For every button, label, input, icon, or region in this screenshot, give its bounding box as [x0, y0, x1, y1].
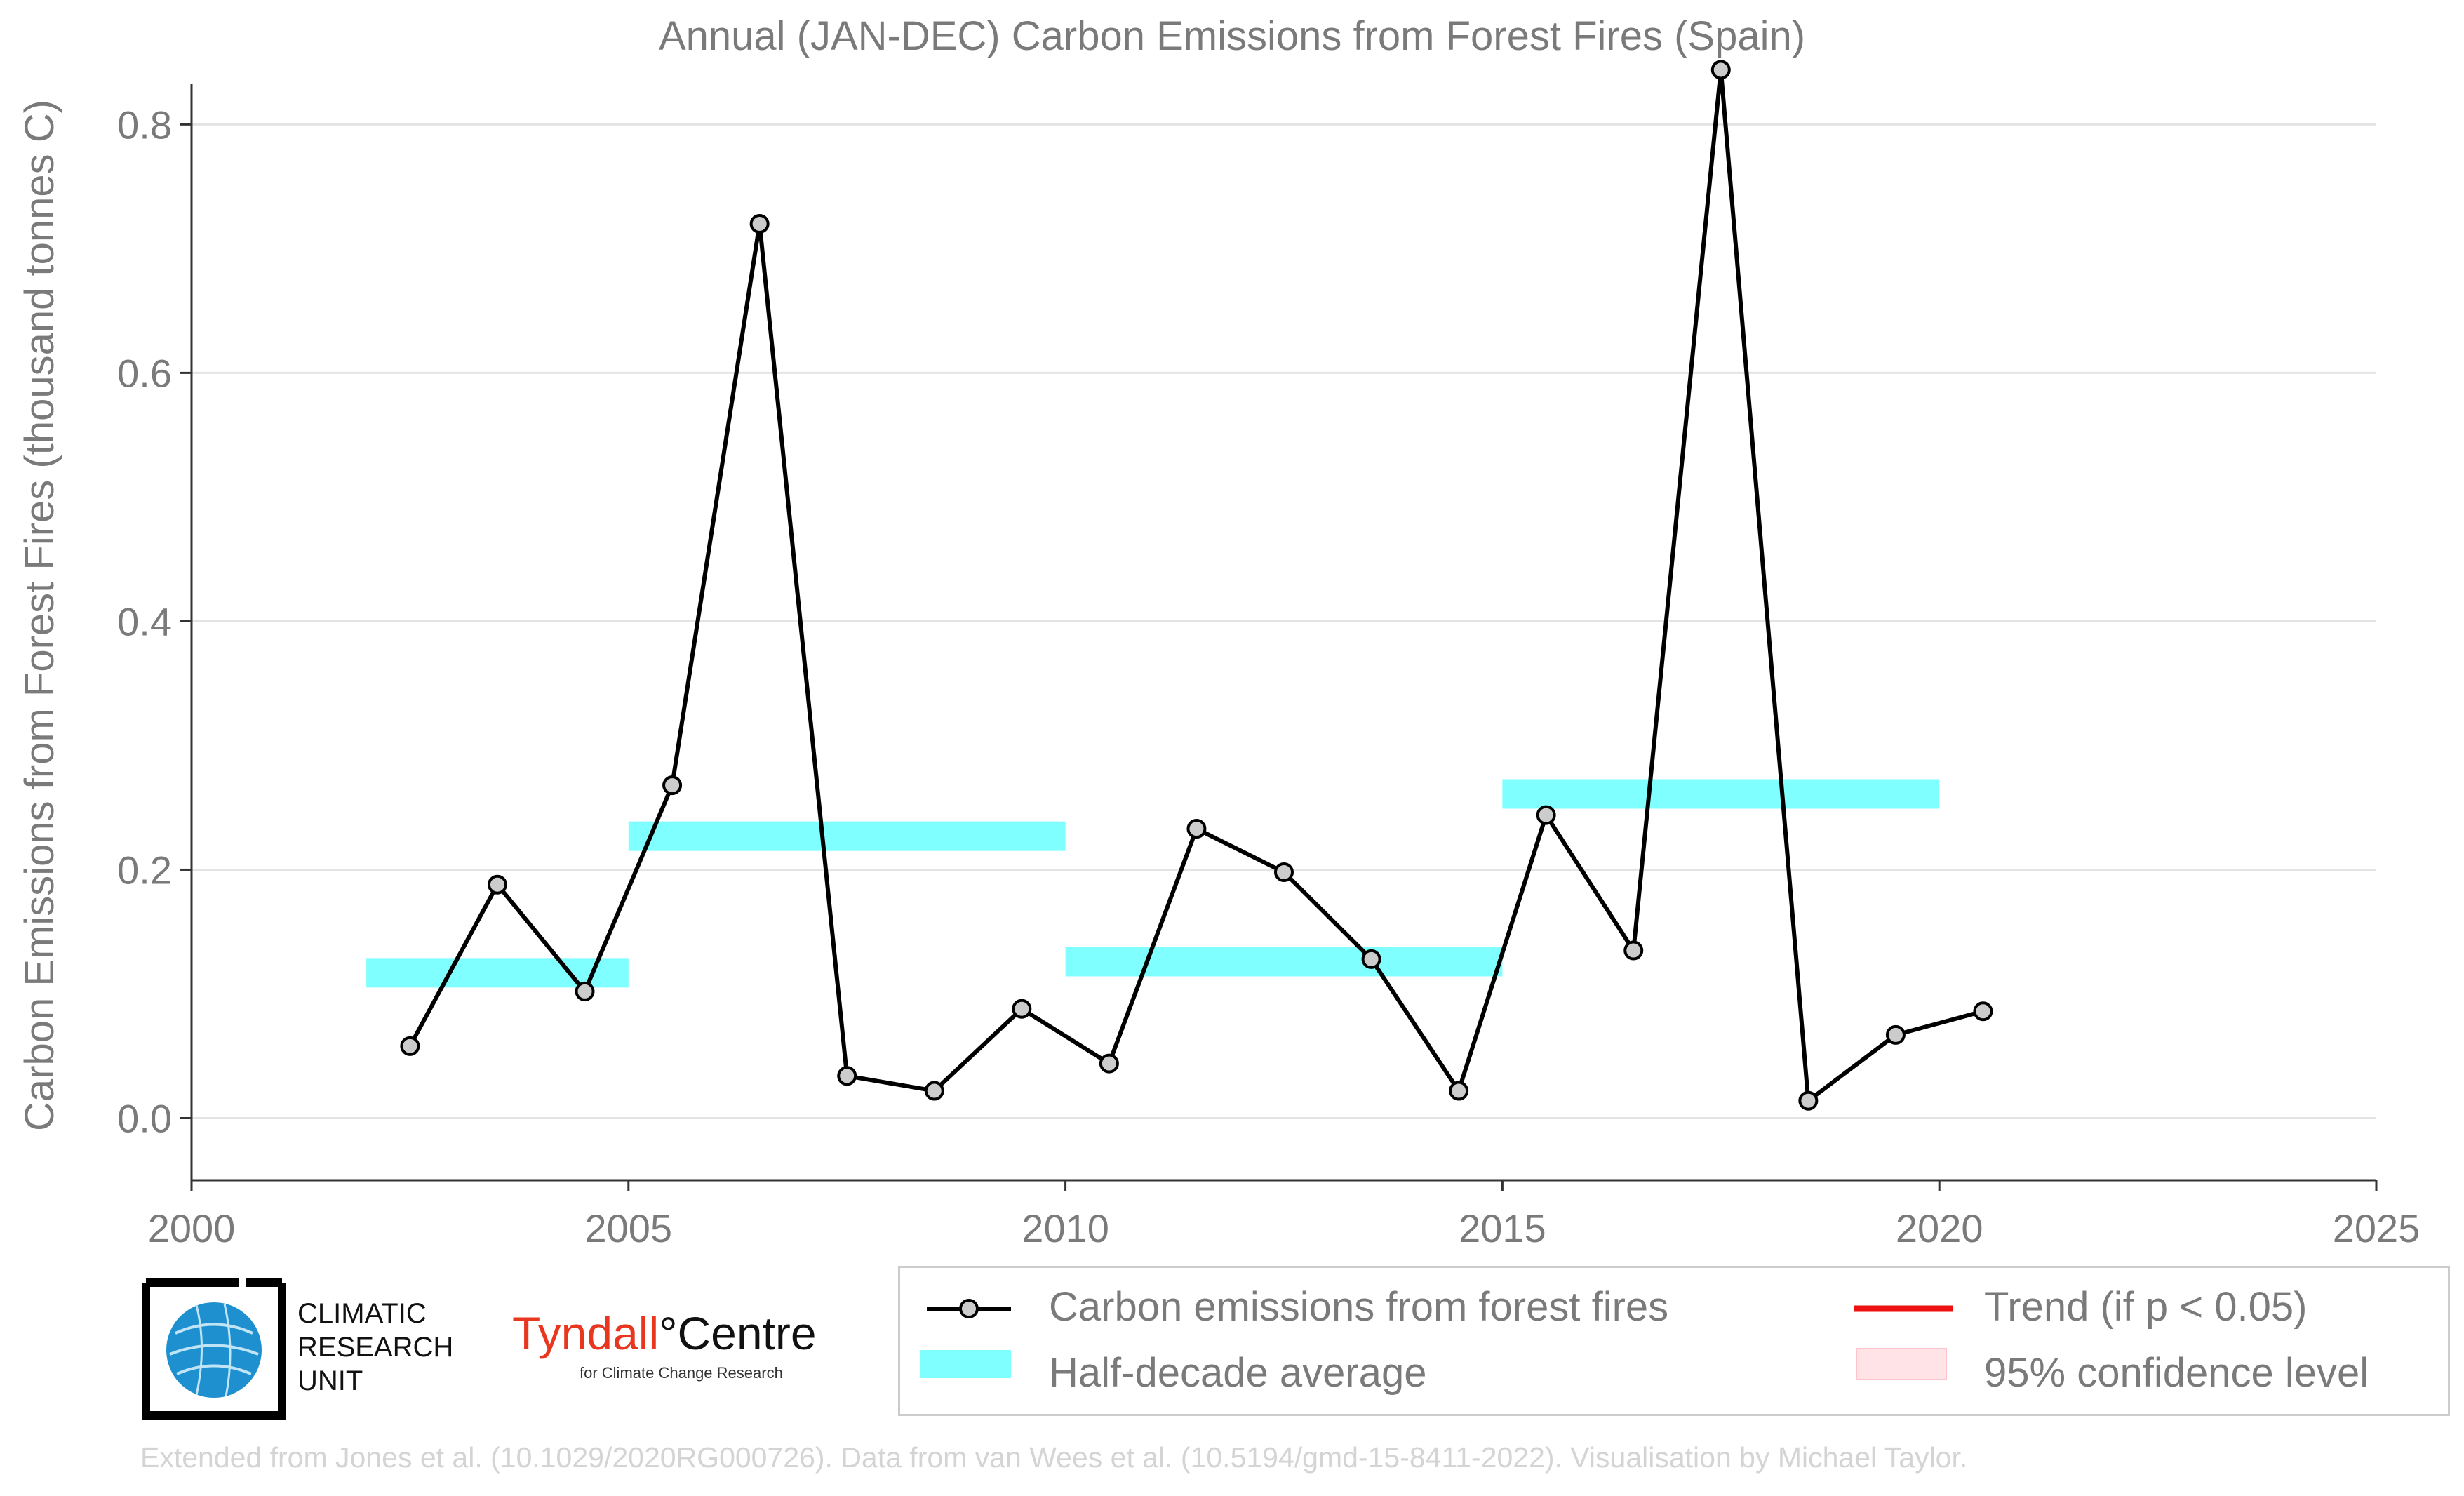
legend-label-series: Carbon emissions from forest fires	[1049, 1284, 1669, 1330]
data-point	[1449, 1081, 1469, 1101]
x-tick-label: 2000	[148, 1206, 236, 1250]
data-point	[1623, 940, 1644, 961]
data-point	[1274, 862, 1294, 882]
x-tick-label: 2005	[585, 1206, 673, 1250]
footer-credits: Extended from Jones et al. (10.1029/2020…	[140, 1441, 1968, 1474]
x-tick-label: 2025	[2333, 1206, 2421, 1250]
y-tick-label: 0.2	[117, 848, 172, 892]
half-decade-average-bar	[628, 821, 1066, 851]
cru-logo-text: CLIMATIC RESEARCH UNIT	[297, 1298, 454, 1396]
half-decade-average-bar	[1065, 947, 1503, 977]
data-point	[1099, 1053, 1119, 1074]
y-tick-label: 0.8	[117, 102, 172, 147]
data-point	[400, 1036, 420, 1056]
tyndall-logo-subtitle: for Climate Change Research	[580, 1364, 783, 1382]
chart-title: Annual (JAN-DEC) Carbon Emissions from F…	[658, 13, 1806, 59]
data-point	[1361, 949, 1381, 969]
data-point	[1012, 999, 1032, 1019]
data-point	[1798, 1090, 1819, 1111]
data-point	[749, 213, 770, 234]
legend-symbol-series	[927, 1299, 1011, 1318]
data-point	[487, 874, 507, 895]
chart-plot: 0.0 0.2 0.4 0.6 0.8 2000 2005 2010 2015 2020 2025	[117, 60, 2421, 1250]
data-point	[662, 775, 683, 796]
data-point	[1885, 1024, 1906, 1045]
legend-label-confidence: 95% confidence level	[1984, 1350, 2369, 1396]
data-point	[1186, 819, 1207, 839]
data-point	[924, 1081, 944, 1101]
x-tick-label: 2020	[1896, 1206, 1983, 1250]
y-tick-label: 0.6	[117, 351, 172, 395]
cru-logo-icon	[142, 1278, 286, 1420]
series-line	[408, 67, 1984, 1103]
half-decade-average-bar	[1502, 779, 1940, 809]
legend: Carbon emissions from forest fires Trend…	[898, 1266, 2450, 1416]
data-point	[575, 981, 595, 1001]
data-point	[1973, 1001, 1993, 1022]
legend-symbol-half-decade	[920, 1350, 1011, 1378]
data-point	[837, 1066, 857, 1086]
y-tick-label: 0.0	[117, 1096, 172, 1140]
legend-label-trend: Trend (if p < 0.05)	[1984, 1284, 2308, 1330]
x-tick-label: 2010	[1022, 1206, 1109, 1250]
data-point	[1710, 60, 1731, 80]
tyndall-logo: Tyndall°Centre	[512, 1307, 817, 1359]
legend-symbol-confidence	[1856, 1348, 1947, 1380]
x-tick-label: 2015	[1459, 1206, 1546, 1250]
y-tick-label: 0.4	[117, 599, 172, 643]
legend-symbol-trend	[1854, 1305, 1953, 1312]
data-point	[1536, 805, 1556, 825]
legend-label-half-decade: Half-decade average	[1049, 1350, 1427, 1396]
